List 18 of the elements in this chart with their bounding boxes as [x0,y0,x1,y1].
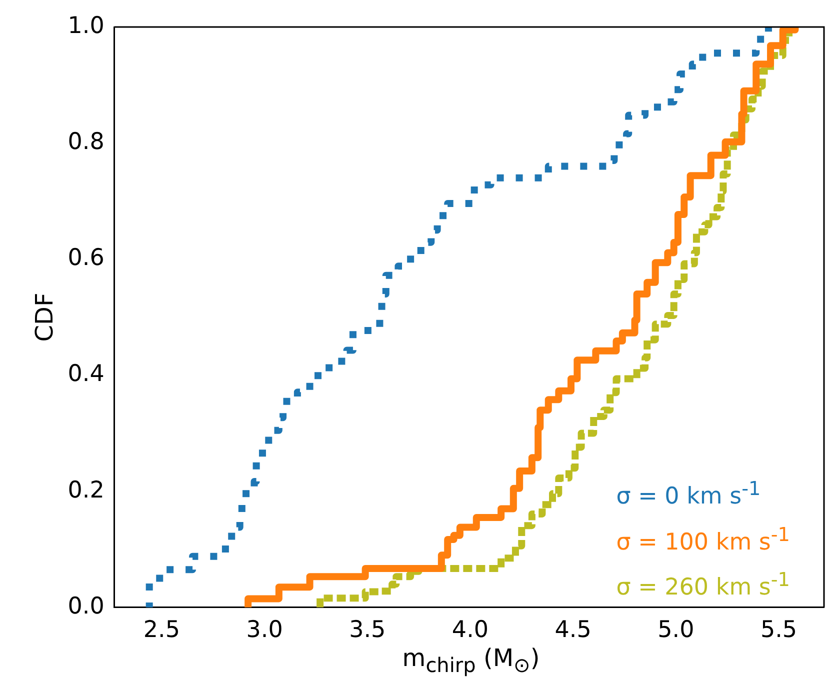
y-tick-label: 0.8 [68,129,104,156]
text: σ = 100 km s$^{-1}$ [616,522,790,558]
x-tick-label: 5.5 [760,617,798,644]
y-tick-label: 0.6 [68,245,104,272]
y-tick-label: 0.2 [68,477,104,504]
y-tick-label: 1.0 [68,12,104,39]
y-axis-title: CDF [30,292,59,342]
x-axis-title: m$_{chirp}$ (M$_{⊙}$) [401,644,541,677]
x-tick-label: 4.0 [452,617,489,644]
x-tick-label: 4.5 [554,617,592,644]
x-tick-label: 3.0 [246,617,283,644]
x-tick-label: 2.5 [143,617,180,644]
y-tick-label: 0.4 [68,361,104,388]
x-tick-label: 3.5 [349,617,386,644]
text: σ = 260 km s$^{-1}$ [616,567,790,603]
x-tick-label: 5.0 [658,617,694,644]
text: σ = 0 km s$^{-1}$ [616,476,762,512]
y-tick-label: 0.0 [68,593,104,620]
